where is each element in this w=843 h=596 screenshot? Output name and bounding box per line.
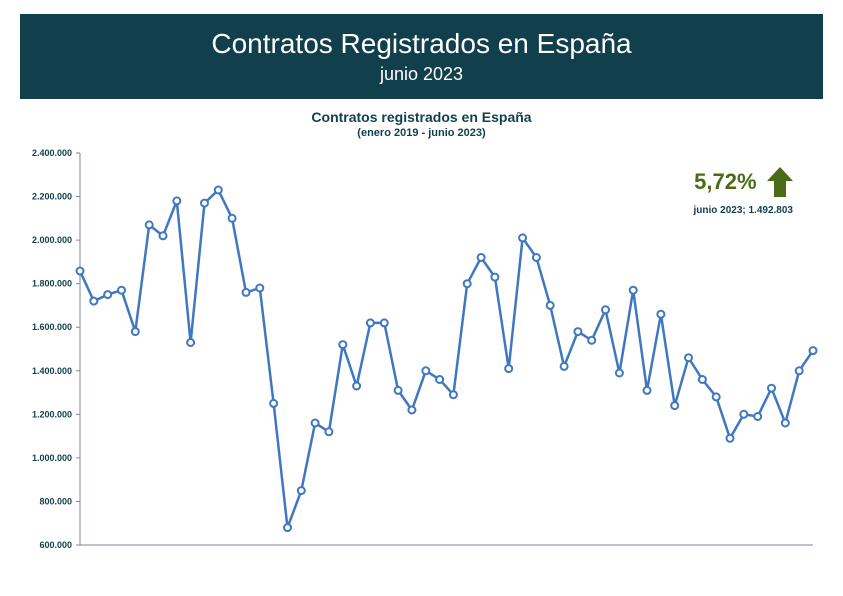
- kpi-label: junio 2023; 1.492.803: [693, 205, 793, 216]
- data-point: [132, 328, 139, 335]
- data-point: [187, 339, 194, 346]
- data-point: [519, 234, 526, 241]
- data-point: [395, 387, 402, 394]
- data-point: [339, 341, 346, 348]
- series-line: [80, 190, 813, 528]
- y-tick-label: 1.000.000: [32, 453, 72, 463]
- y-tick-label: 1.200.000: [32, 409, 72, 419]
- data-point: [574, 328, 581, 335]
- data-point: [602, 306, 609, 313]
- data-point: [298, 487, 305, 494]
- data-point: [312, 420, 319, 427]
- data-point: [533, 254, 540, 261]
- data-point: [146, 221, 153, 228]
- data-point: [173, 197, 180, 204]
- data-point: [353, 383, 360, 390]
- y-tick-label: 2.000.000: [32, 235, 72, 245]
- data-point: [727, 435, 734, 442]
- data-point: [630, 287, 637, 294]
- data-point: [90, 298, 97, 305]
- data-point: [588, 337, 595, 344]
- data-point: [381, 319, 388, 326]
- y-tick-label: 2.200.000: [32, 192, 72, 202]
- chart-subtitle: (enero 2019 - junio 2023): [0, 127, 843, 139]
- data-point: [118, 287, 125, 294]
- data-point: [284, 524, 291, 531]
- data-point: [160, 232, 167, 239]
- data-point: [547, 302, 554, 309]
- y-tick-label: 800.000: [39, 496, 72, 506]
- chart-area: 5,72% junio 2023; 1.492.803 600.000 800.0…: [20, 145, 823, 555]
- data-point: [644, 387, 651, 394]
- data-point: [408, 407, 415, 414]
- data-point: [657, 311, 664, 318]
- header-banner: Contratos Registrados en España junio 20…: [20, 14, 823, 99]
- kpi-value: 5,72%: [694, 169, 756, 195]
- chart-title: Contratos registrados en España: [0, 109, 843, 125]
- data-point: [713, 393, 720, 400]
- data-point: [768, 385, 775, 392]
- data-point: [422, 367, 429, 374]
- data-point: [478, 254, 485, 261]
- data-point: [229, 215, 236, 222]
- data-point: [436, 376, 443, 383]
- y-tick-label: 1.800.000: [32, 279, 72, 289]
- data-point: [740, 411, 747, 418]
- data-point: [450, 391, 457, 398]
- data-point: [325, 428, 332, 435]
- data-point: [754, 413, 761, 420]
- y-tick-label: 600.000: [39, 540, 72, 550]
- banner-title: Contratos Registrados en España: [20, 28, 823, 60]
- data-point: [201, 200, 208, 207]
- y-tick-label: 1.600.000: [32, 322, 72, 332]
- data-point: [367, 319, 374, 326]
- data-point: [685, 354, 692, 361]
- data-point: [616, 370, 623, 377]
- data-point: [464, 280, 471, 287]
- data-point: [104, 291, 111, 298]
- data-point: [699, 376, 706, 383]
- data-point: [810, 347, 817, 354]
- data-point: [256, 285, 263, 292]
- data-point: [491, 274, 498, 281]
- data-point: [782, 420, 789, 427]
- data-point: [243, 289, 250, 296]
- data-point: [561, 363, 568, 370]
- y-tick-label: 2.400.000: [32, 148, 72, 158]
- y-tick-label: 1.400.000: [32, 366, 72, 376]
- data-point: [796, 367, 803, 374]
- arrow-path: [767, 167, 793, 197]
- data-point: [77, 268, 84, 275]
- kpi-block: 5,72% junio 2023; 1.492.803: [693, 167, 793, 216]
- banner-subtitle: junio 2023: [20, 64, 823, 85]
- data-point: [671, 402, 678, 409]
- data-point: [505, 365, 512, 372]
- arrow-up-icon: [767, 167, 793, 197]
- data-point: [215, 187, 222, 194]
- data-point: [270, 400, 277, 407]
